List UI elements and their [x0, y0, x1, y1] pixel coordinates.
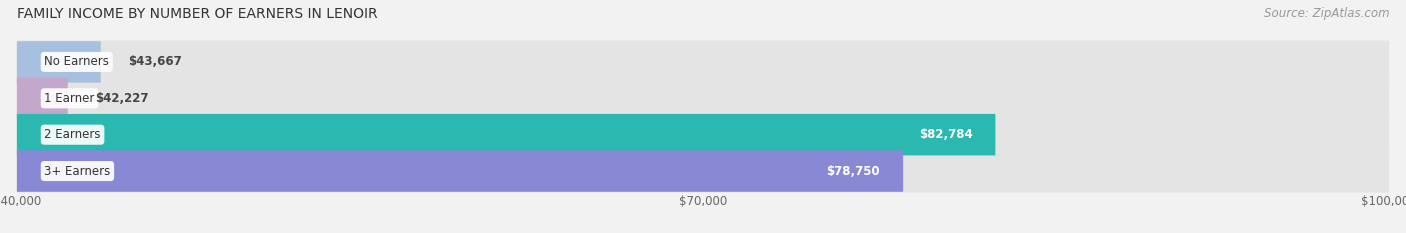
FancyBboxPatch shape — [17, 114, 995, 155]
FancyBboxPatch shape — [17, 150, 1389, 192]
FancyBboxPatch shape — [17, 41, 101, 83]
FancyBboxPatch shape — [17, 41, 1389, 83]
Text: 3+ Earners: 3+ Earners — [45, 164, 111, 178]
Text: $43,667: $43,667 — [128, 55, 181, 69]
Text: FAMILY INCOME BY NUMBER OF EARNERS IN LENOIR: FAMILY INCOME BY NUMBER OF EARNERS IN LE… — [17, 7, 377, 21]
Text: No Earners: No Earners — [45, 55, 110, 69]
FancyBboxPatch shape — [17, 150, 903, 192]
Text: 2 Earners: 2 Earners — [45, 128, 101, 141]
Text: $42,227: $42,227 — [96, 92, 149, 105]
FancyBboxPatch shape — [17, 77, 1389, 120]
FancyBboxPatch shape — [17, 113, 1389, 156]
FancyBboxPatch shape — [17, 78, 67, 119]
Text: Source: ZipAtlas.com: Source: ZipAtlas.com — [1264, 7, 1389, 20]
Text: $78,750: $78,750 — [827, 164, 880, 178]
Text: 1 Earner: 1 Earner — [45, 92, 94, 105]
Text: $82,784: $82,784 — [918, 128, 973, 141]
